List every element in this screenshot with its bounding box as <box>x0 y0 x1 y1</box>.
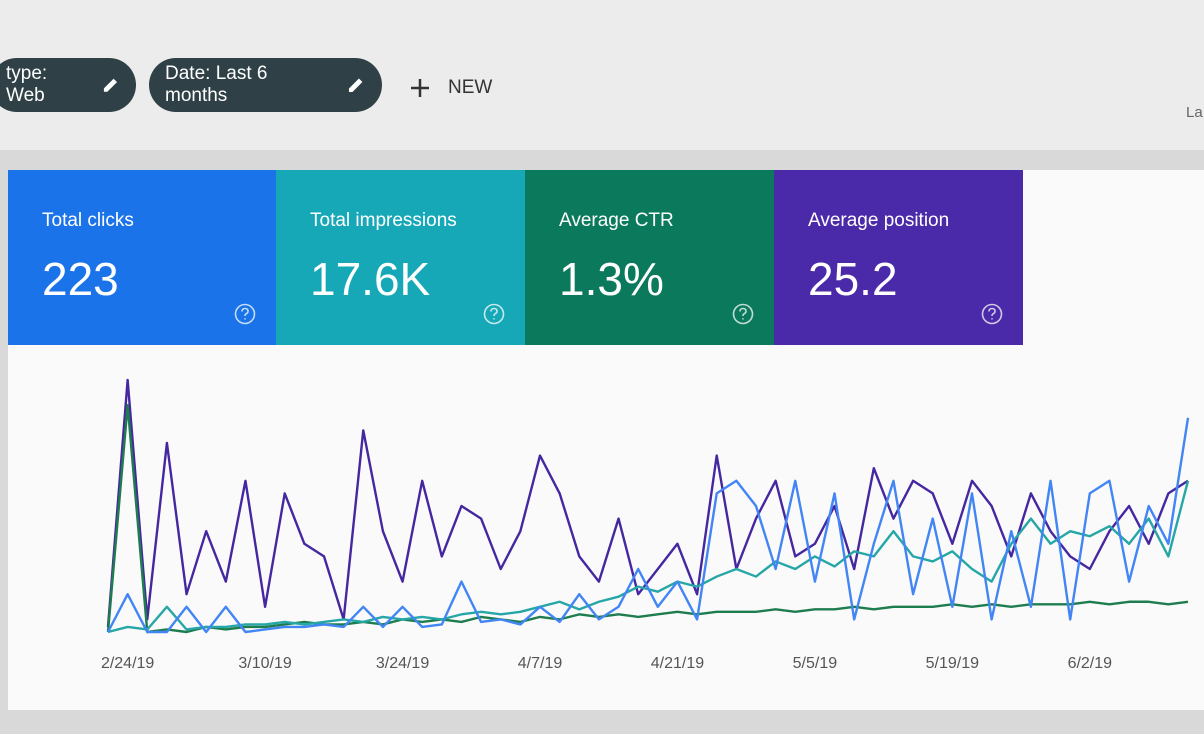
metric-cards: Total clicks 223 Total impressions 17.6K Ave… <box>8 170 1023 345</box>
chart: 2/24/19 3/10/19 3/24/19 4/7/19 4/21/19 5/5/19… <box>101 378 1190 672</box>
x-tick-label: 4/21/19 <box>651 655 704 672</box>
new-label: NEW <box>448 77 493 98</box>
series-line <box>106 417 1190 634</box>
filter-chip[interactable]: Date: Last 6 months <box>149 58 382 112</box>
x-tick-label: 6/2/19 <box>1068 655 1113 672</box>
edit-icon <box>349 78 363 92</box>
metric-card[interactable]: Average position 25.2 <box>774 170 1023 345</box>
metric-value: 1.3% <box>559 253 664 305</box>
metric-value: 223 <box>42 253 119 305</box>
x-tick-label: 5/19/19 <box>926 655 979 672</box>
edit-icon <box>103 78 117 92</box>
help-glyph <box>739 307 747 320</box>
filter-chip[interactable]: type: Web <box>0 58 136 112</box>
new-button[interactable]: NEW <box>408 76 492 100</box>
metric-value: 25.2 <box>808 253 898 305</box>
help-circle <box>732 303 754 325</box>
help-glyph <box>490 307 498 320</box>
help-glyph <box>988 307 996 320</box>
metric-label: Average position <box>808 210 950 231</box>
x-tick-label: 3/10/19 <box>238 655 291 672</box>
x-tick-label: 4/7/19 <box>518 655 563 672</box>
chip-label: type: Web <box>6 63 48 106</box>
metric-label: Average CTR <box>559 210 674 231</box>
help-icon <box>732 303 754 325</box>
x-tick-label: 3/24/19 <box>376 655 429 672</box>
x-tick-label: 2/24/19 <box>101 655 154 672</box>
help-icon <box>234 303 256 325</box>
series-line <box>106 404 1189 634</box>
x-tick-label: 5/5/19 <box>793 655 838 672</box>
metric-card[interactable]: Average CTR 1.3% <box>525 170 774 345</box>
help-circle <box>483 303 505 325</box>
help-icon <box>981 303 1003 325</box>
help-circle <box>981 303 1003 325</box>
help-glyph <box>241 307 249 320</box>
series-line <box>107 480 1190 634</box>
metric-card[interactable]: Total clicks 223 <box>8 170 276 345</box>
toolbar: type: Web Date: Last 6 months NEW La <box>0 0 1204 150</box>
metric-label: Total impressions <box>310 210 457 231</box>
report-panel: 2/24/19 3/10/19 3/24/19 4/7/19 4/21/19 5/5/19… <box>8 170 1204 710</box>
help-icon <box>483 303 505 325</box>
corner-text: La <box>1186 104 1203 121</box>
metric-value: 17.6K <box>310 253 431 305</box>
metric-card[interactable]: Total impressions 17.6K <box>276 170 525 345</box>
metric-label: Total clicks <box>42 210 134 231</box>
help-circle <box>234 303 256 325</box>
plus-icon <box>411 79 429 97</box>
chip-label: Date: Last 6 months <box>165 63 268 106</box>
